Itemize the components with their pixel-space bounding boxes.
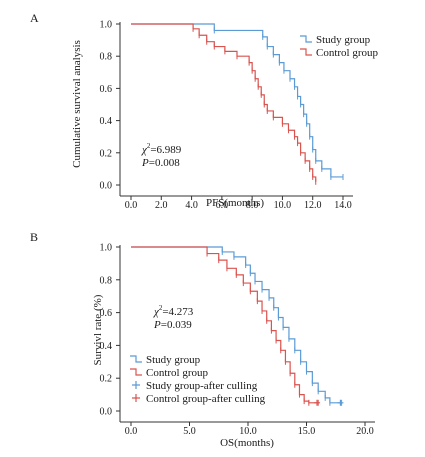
p-value-a: P=0.008 — [141, 157, 180, 169]
legend-swatch-b — [130, 368, 142, 376]
legend-swatch-b — [130, 355, 142, 363]
x-tick-label-a: 14.0 — [334, 200, 352, 211]
legend-label-a: Study group — [316, 34, 371, 46]
p-symbol-b: P — [153, 319, 161, 331]
culling-point-b — [337, 399, 344, 406]
x-tick-label-b: 20.0 — [356, 426, 374, 437]
legend-label-b: Control group — [146, 367, 209, 379]
x-tick-label-b: 10.0 — [239, 426, 257, 437]
stat-annotation-a: χ2=6.989 P=0.008 — [141, 142, 182, 169]
panel-b: B Survivl rate (%) OS(months) 0.00.20.40… — [30, 230, 375, 449]
y-tick-label-b: 0.6 — [100, 308, 113, 319]
legend-swatch-b — [132, 381, 140, 389]
plot-b: 0.0 0.2 0.4 0.6 0.8 1.0 0.0 5.0 10.0 15.0 20.0 — [100, 243, 375, 437]
legend-label-a: Control group — [316, 47, 379, 59]
legend-label-b: Study group — [146, 354, 201, 366]
y-tick-label-a: 0.6 — [100, 84, 113, 95]
y-tick-label-a: 1.0 — [100, 20, 113, 31]
p-number-b: =0.039 — [161, 319, 192, 331]
chi-square-b: χ2=4.273 — [153, 304, 194, 318]
y-tick-label-a: 0.8 — [100, 52, 113, 63]
y-tick-label-a: 0.4 — [100, 116, 113, 127]
chi-sup-b: 2 — [159, 304, 163, 312]
y-tick-label-b: 0.4 — [100, 341, 113, 352]
legend-swatch-b — [132, 394, 140, 402]
x-tick-label-b: 15.0 — [298, 426, 316, 437]
x-tick-label-a: 2.0 — [155, 200, 168, 211]
p-number-a: =0.008 — [149, 157, 180, 169]
y-tick-label-b: 0.0 — [100, 407, 113, 418]
y-tick-label-a: 0.0 — [100, 181, 113, 192]
panel-label-b: B — [30, 230, 38, 244]
culling-point-b — [314, 399, 321, 406]
legend-label-b: Control group-after culling — [146, 393, 266, 405]
x-tick-label-a: 8.0 — [246, 200, 259, 211]
legend-label-b: Study group-after culling — [146, 380, 258, 392]
y-tick-label-b: 1.0 — [100, 243, 113, 254]
x-tick-label-a: 10.0 — [274, 200, 292, 211]
chi-square-a: χ2=6.989 — [141, 142, 182, 156]
legend-swatch-a — [300, 48, 312, 56]
x-tick-label-b: 0.0 — [125, 426, 138, 437]
chi-sup-a: 2 — [147, 142, 151, 150]
x-axis-label-a: PFS(months) — [206, 197, 264, 209]
km-curve-b-control — [131, 246, 319, 404]
chi-value-a: =6.989 — [150, 144, 181, 156]
y-tick-label-b: 0.2 — [100, 374, 113, 385]
plot-a: 0.0 0.2 0.4 0.6 0.8 1.0 0.0 2.0 4.0 6.0 8.0 10.0 12.… — [100, 20, 353, 211]
panel-label-a: A — [30, 11, 39, 25]
x-tick-label-a: 12.0 — [304, 200, 322, 211]
y-tick-label-a: 0.2 — [100, 148, 113, 159]
p-symbol-a: P — [141, 157, 149, 169]
x-tick-label-a: 6.0 — [216, 200, 229, 211]
x-tick-label-b: 5.0 — [183, 426, 196, 437]
p-value-b: P=0.039 — [153, 319, 192, 331]
y-axis-label-b: Survivl rate (%) — [92, 294, 104, 365]
x-tick-label-a: 4.0 — [185, 200, 198, 211]
y-axis-label-a: Cumulative survival analysis — [71, 40, 83, 168]
chi-symbol-b: χ — [153, 306, 160, 318]
km-curve-b-study — [131, 246, 342, 404]
legend-swatch-a — [300, 35, 312, 43]
panel-a: A Cumulative survival analysis PFS(month… — [30, 11, 379, 211]
chi-value-b: =4.273 — [162, 306, 193, 318]
y-tick-label-b: 0.8 — [100, 275, 113, 286]
x-tick-label-a: 0.0 — [125, 200, 138, 211]
chi-symbol-a: χ — [141, 144, 148, 156]
x-axis-label-b: OS(months) — [220, 437, 274, 449]
stat-annotation-b: χ2=4.273 P=0.039 — [153, 304, 194, 331]
